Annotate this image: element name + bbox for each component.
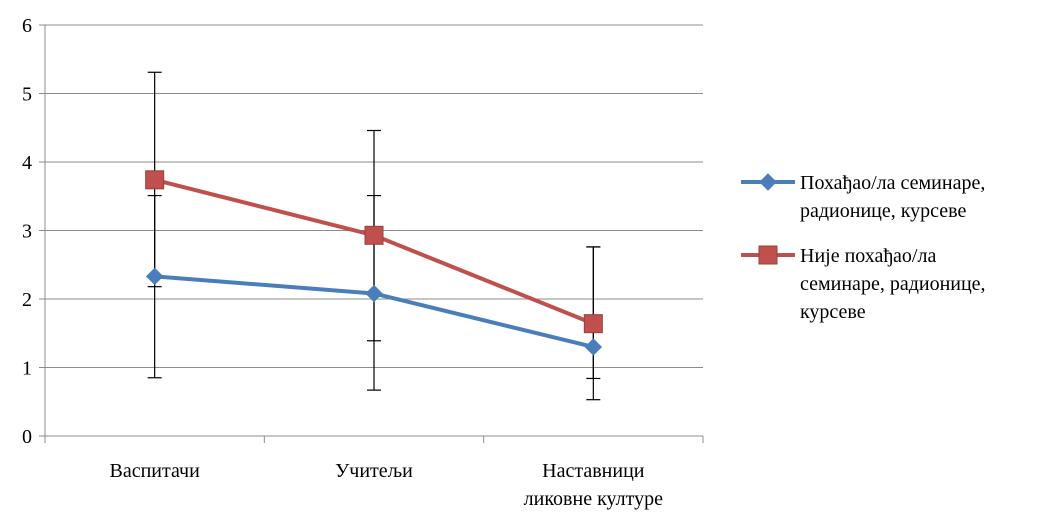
series-1-point — [584, 338, 603, 356]
y-tick-label: 0 — [22, 426, 32, 448]
series-1-point — [145, 267, 164, 286]
x-category-labels: Васпитачи Учитељи Наставници ликовне култур… — [110, 460, 664, 510]
series-2-point — [145, 170, 165, 190]
axes — [39, 24, 704, 443]
series-2-point — [583, 314, 603, 334]
legend-label-2: Није похађао/ла — [800, 245, 936, 267]
legend: Похађао/ла семинаре, радионице, курсеве Ни… — [741, 172, 986, 323]
legend-label-2: семинаре, радионице, — [800, 273, 986, 295]
series-1-point — [365, 284, 383, 303]
y-tick-label: 2 — [22, 289, 32, 311]
legend-label-2: курсеве — [800, 301, 866, 323]
x-category-label: Васпитачи — [110, 460, 201, 482]
y-tick-label: 4 — [22, 152, 32, 174]
y-tick-labels: 0 1 2 3 4 5 6 — [22, 15, 32, 448]
series-2-point — [364, 225, 384, 245]
y-tick-label: 6 — [22, 15, 32, 37]
x-category-label: Учитељи — [335, 460, 413, 482]
legend-label-1: Похађао/ла семинаре, — [800, 172, 985, 194]
y-tick-label: 5 — [22, 84, 32, 106]
y-tick-label: 1 — [22, 358, 32, 380]
legend-label-1: радионице, курсеве — [800, 200, 967, 222]
legend-marker-1 — [759, 173, 777, 191]
y-tick-label: 3 — [22, 221, 32, 243]
series-group — [145, 170, 603, 356]
x-category-label: ликовне културе — [524, 488, 663, 510]
x-category-label: Наставници — [542, 460, 645, 482]
legend-marker-2 — [758, 245, 778, 265]
